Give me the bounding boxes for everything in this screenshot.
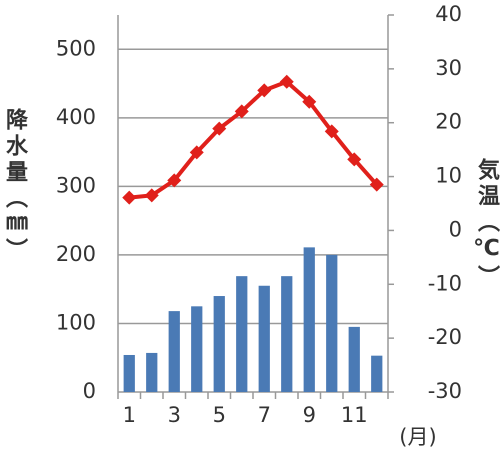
y2-tick-label: 30: [435, 56, 462, 80]
y2-tick-label: 20: [435, 110, 462, 134]
bar: [326, 254, 338, 392]
x-tick-label: 7: [258, 403, 271, 427]
marker: [369, 177, 384, 192]
y-tick-label: 400: [56, 105, 96, 129]
y-tick-label: 100: [56, 310, 96, 334]
x-tick-label: 11: [341, 403, 368, 427]
y-tick-label: 0: [83, 379, 96, 403]
x-tick-label: 3: [168, 403, 181, 427]
marker: [324, 124, 339, 139]
x-tick-label: 9: [303, 403, 316, 427]
bar: [191, 306, 203, 392]
bar: [213, 296, 225, 392]
y-axis-label: 降水量（㎜）: [2, 108, 28, 264]
line: [129, 79, 379, 200]
y2-tick-label: -10: [428, 271, 462, 295]
y2-tick-label: -30: [428, 379, 462, 403]
y2-tick-label: 0: [449, 217, 462, 241]
y-tick-label: 500: [56, 36, 96, 60]
y-tick-label: 300: [56, 173, 96, 197]
bar: [168, 311, 180, 392]
y2-axis-label: 気温（℃）: [473, 157, 500, 291]
bar: [236, 276, 248, 392]
marker: [167, 173, 182, 188]
marker: [279, 74, 294, 89]
bar: [371, 355, 383, 392]
marker: [347, 152, 362, 167]
x-tick-label: 1: [123, 403, 136, 427]
y2-tick-label: 10: [435, 164, 462, 188]
marker: [212, 121, 227, 136]
bar: [123, 354, 135, 392]
x-tick-label: 5: [213, 403, 226, 427]
marker: [257, 83, 272, 98]
marker: [189, 145, 204, 160]
marker: [302, 94, 317, 109]
bar: [348, 326, 360, 392]
y2-tick-label: 40: [435, 2, 462, 26]
marker: [122, 190, 137, 205]
marker: [144, 188, 159, 203]
marker: [234, 104, 249, 119]
bar: [258, 285, 270, 392]
bar: [303, 247, 315, 392]
y2-tick-label: -20: [428, 325, 462, 349]
bar: [281, 276, 293, 392]
x-axis-label: (月): [399, 425, 436, 449]
bar: [146, 352, 158, 392]
y-tick-label: 200: [56, 242, 96, 266]
